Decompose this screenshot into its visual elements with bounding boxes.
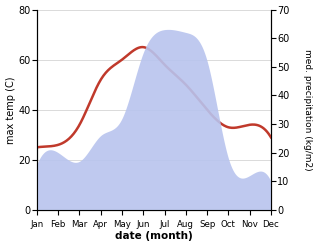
Y-axis label: max temp (C): max temp (C): [5, 76, 16, 144]
X-axis label: date (month): date (month): [115, 231, 193, 242]
Y-axis label: med. precipitation (kg/m2): med. precipitation (kg/m2): [303, 49, 313, 171]
